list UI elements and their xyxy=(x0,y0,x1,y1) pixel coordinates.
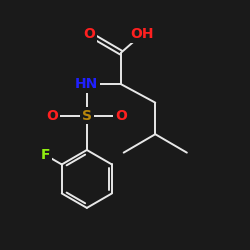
Text: F: F xyxy=(41,148,50,162)
Text: O: O xyxy=(47,109,58,123)
Text: O: O xyxy=(115,109,127,123)
Text: S: S xyxy=(82,109,92,123)
Text: HN: HN xyxy=(75,77,98,91)
Text: O: O xyxy=(84,27,96,41)
Text: OH: OH xyxy=(130,27,154,41)
